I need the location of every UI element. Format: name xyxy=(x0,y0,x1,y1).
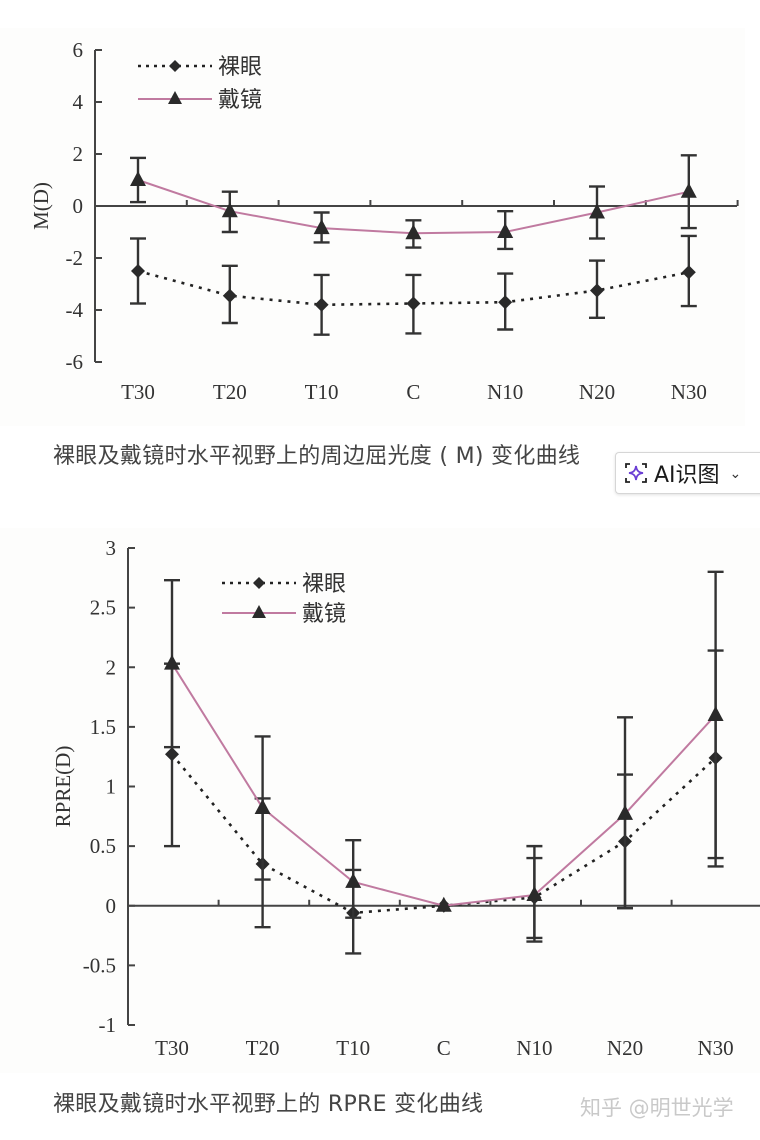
x-tick-label: N10 xyxy=(487,380,523,404)
x-tick-label: T30 xyxy=(155,1036,189,1060)
triangle-marker xyxy=(164,654,180,670)
diamond-marker xyxy=(222,288,237,303)
x-tick-label: N10 xyxy=(516,1036,552,1060)
x-tick-label: N20 xyxy=(579,380,615,404)
series-line-glasses xyxy=(171,663,717,907)
chevron-down-icon[interactable]: ⌄ xyxy=(729,464,742,481)
x-tick-label: N30 xyxy=(698,1036,734,1060)
legend-label: 戴镜 xyxy=(302,601,346,626)
diamond-marker xyxy=(498,295,513,310)
legend-label: 裸眼 xyxy=(218,54,262,79)
y-tick-label: 1.5 xyxy=(90,715,116,739)
x-tick-label: C xyxy=(437,1036,451,1060)
triangle-marker xyxy=(435,896,452,912)
y-axis-label: RPRE(D) xyxy=(51,746,75,828)
caption-rpre-chart: 裸眼及戴镜时水平视野上的 RPRE 变化曲线 xyxy=(53,1092,484,1117)
x-tick-label: T20 xyxy=(246,1036,280,1060)
caption-m-chart: 裸眼及戴镜时水平视野上的周边屈光度 ( M) 变化曲线 xyxy=(53,444,581,469)
triangle-marker xyxy=(345,872,362,888)
watermark: 知乎 @明世光学 xyxy=(580,1096,734,1120)
x-tick-label: N30 xyxy=(671,380,707,404)
y-tick-label: 0 xyxy=(73,194,84,218)
y-tick-label: 0.5 xyxy=(90,834,116,858)
triangle-marker xyxy=(497,223,514,238)
legend-diamond-icon xyxy=(169,60,181,72)
diamond-marker xyxy=(406,296,421,311)
y-tick-label: -0.5 xyxy=(83,953,116,977)
y-tick-label: 3 xyxy=(106,536,117,560)
y-tick-label: 2 xyxy=(73,142,84,166)
series-line-bare-eye xyxy=(170,753,717,915)
triangle-marker xyxy=(221,202,238,218)
y-tick-label: -1 xyxy=(99,1013,117,1037)
triangle-marker xyxy=(707,705,724,721)
chart-rpre-svg: 3 2.5 2 1.5 1 0.5 0 -0.5 -1 T30 T20 T10 C N10 N20 N30 RP… xyxy=(51,536,760,1060)
x-tick-label: T10 xyxy=(305,380,339,404)
y-tick-label: 0 xyxy=(106,894,117,918)
legend-diamond-icon xyxy=(253,577,265,589)
y-tick-label: 1 xyxy=(106,775,117,799)
y-tick-label: -4 xyxy=(66,298,84,322)
chart-rpre: 3 2.5 2 1.5 1 0.5 0 -0.5 -1 T30 T20 T10 C N10 N20 N30 RP… xyxy=(0,528,760,1073)
x-tick-label: T30 xyxy=(121,380,155,404)
triangle-marker xyxy=(617,804,633,820)
triangle-marker xyxy=(313,219,330,235)
sparkle-scan-icon xyxy=(625,463,647,483)
y-tick-label: 4 xyxy=(73,90,84,114)
y-tick-label: 2.5 xyxy=(90,596,116,620)
triangle-marker xyxy=(680,182,697,198)
legend-label: 裸眼 xyxy=(302,571,346,596)
y-tick-label: -6 xyxy=(66,350,84,374)
y-tick-label: 6 xyxy=(73,38,84,62)
legend-label: 戴镜 xyxy=(218,87,262,112)
diamond-marker xyxy=(314,297,329,312)
triangle-marker xyxy=(254,798,271,814)
legend-triangle-icon xyxy=(252,605,266,618)
triangle-marker xyxy=(405,224,422,240)
x-tick-label: N20 xyxy=(607,1036,643,1060)
y-tick-label: 2 xyxy=(106,655,117,679)
diamond-marker xyxy=(131,264,145,278)
x-tick-label: T20 xyxy=(213,380,247,404)
diamond-marker xyxy=(681,265,696,280)
ai-button-label: AI识图 xyxy=(654,463,720,488)
diamond-marker xyxy=(590,283,604,298)
x-tick-label: T10 xyxy=(336,1036,370,1060)
y-axis-label: M(D) xyxy=(29,182,53,230)
legend-triangle-icon xyxy=(168,91,182,104)
chart-m-refraction: 6 4 2 0 -2 -4 -6 T30 T20 T10 C N10 N20 N30 M(D) 裸眼戴镜 xyxy=(0,28,745,426)
ai-image-recognition-button[interactable]: AI识图 ⌄ xyxy=(615,452,760,494)
x-tick-label: C xyxy=(406,380,420,404)
diamond-marker xyxy=(165,747,179,762)
triangle-marker xyxy=(526,886,543,902)
y-tick-label: -2 xyxy=(66,246,84,270)
triangle-marker xyxy=(589,203,605,219)
triangle-marker xyxy=(130,171,146,186)
